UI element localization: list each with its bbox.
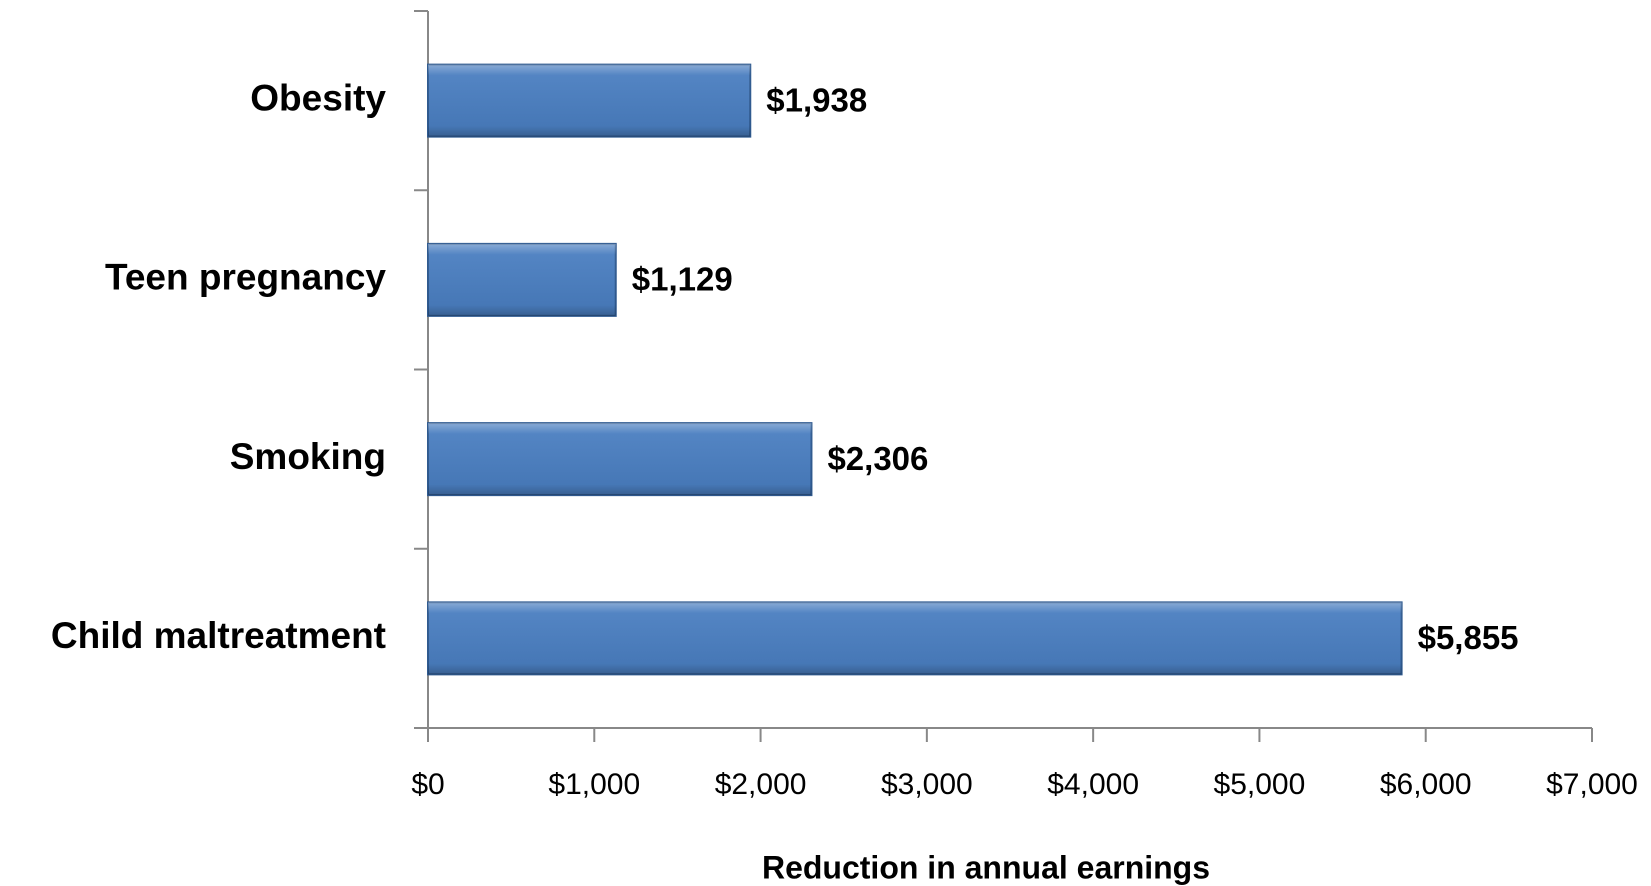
x-tick-label: $3,000: [881, 768, 973, 801]
x-tick-label: $6,000: [1380, 768, 1472, 801]
bar: [427, 242, 617, 317]
value-label: $1,938: [766, 81, 867, 118]
y-tick-label: Teen pregnancy: [105, 257, 386, 298]
value-label: $2,306: [827, 440, 928, 477]
x-tick-label: $5,000: [1214, 768, 1306, 801]
y-tick-label: Smoking: [230, 436, 386, 477]
bar: [427, 601, 1403, 676]
bar: [427, 63, 752, 138]
y-tick-label: Obesity: [250, 77, 386, 118]
x-tick-label: $2,000: [715, 768, 807, 801]
x-tick-label: $7,000: [1546, 768, 1638, 801]
value-label: $5,855: [1418, 619, 1519, 656]
x-tick-label: $0: [411, 768, 444, 801]
y-tick-label: Child maltreatment: [51, 615, 386, 656]
value-label: $1,129: [632, 261, 733, 298]
bar: [427, 422, 813, 497]
x-tick-label: $4,000: [1047, 768, 1139, 801]
x-axis-title: Reduction in annual earnings: [762, 849, 1210, 885]
x-tick-label: $1,000: [548, 768, 640, 801]
